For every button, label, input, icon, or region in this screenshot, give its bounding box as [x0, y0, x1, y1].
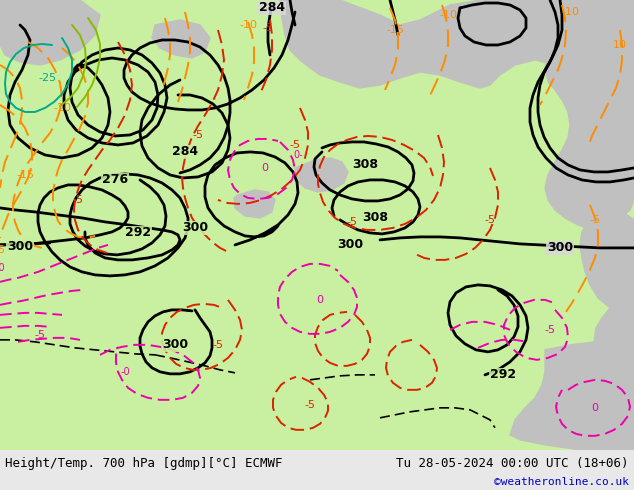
Text: 0: 0: [316, 295, 323, 305]
Text: 300: 300: [162, 339, 188, 351]
Text: -5: -5: [212, 340, 224, 350]
Text: -5: -5: [72, 195, 84, 205]
Polygon shape: [580, 200, 634, 315]
Polygon shape: [0, 0, 100, 65]
Text: 0: 0: [592, 403, 598, 413]
Text: 276: 276: [102, 173, 128, 186]
Text: -5: -5: [590, 215, 600, 225]
Polygon shape: [510, 342, 634, 450]
Text: 300: 300: [182, 221, 208, 234]
Text: 300: 300: [7, 241, 33, 253]
Text: -5: -5: [545, 325, 555, 335]
Text: 308: 308: [352, 158, 378, 172]
Polygon shape: [0, 0, 634, 450]
Text: Tu 28-05-2024 00:00 UTC (18+06): Tu 28-05-2024 00:00 UTC (18+06): [396, 457, 629, 470]
Polygon shape: [152, 20, 210, 58]
Text: 0: 0: [261, 163, 269, 173]
Text: -5: -5: [484, 215, 496, 225]
Text: -5: -5: [34, 330, 46, 340]
Text: 300: 300: [547, 242, 573, 254]
Text: -15: -15: [386, 25, 404, 35]
Text: 292: 292: [125, 226, 151, 240]
Text: -10: -10: [561, 7, 579, 17]
Polygon shape: [234, 190, 275, 218]
Polygon shape: [280, 0, 634, 90]
Text: Height/Temp. 700 hPa [gdmp][°C] ECMWF: Height/Temp. 700 hPa [gdmp][°C] ECMWF: [5, 457, 283, 470]
Text: 284: 284: [259, 1, 285, 15]
Text: 284: 284: [172, 146, 198, 158]
Polygon shape: [482, 0, 560, 38]
Polygon shape: [545, 0, 634, 230]
Text: -0: -0: [120, 367, 130, 377]
Text: -5: -5: [262, 23, 273, 33]
Text: -5: -5: [290, 140, 301, 150]
Text: ©weatheronline.co.uk: ©weatheronline.co.uk: [494, 477, 629, 487]
Polygon shape: [594, 300, 634, 385]
Text: 292: 292: [490, 368, 516, 381]
Text: -0: -0: [0, 263, 5, 273]
Text: -5: -5: [193, 130, 204, 140]
Text: 0-: 0-: [293, 150, 303, 160]
Text: -5: -5: [0, 245, 5, 255]
Text: -25: -25: [39, 73, 57, 83]
Text: -5: -5: [304, 400, 316, 410]
Text: 300: 300: [337, 239, 363, 251]
Text: -15: -15: [16, 170, 34, 180]
Polygon shape: [295, 158, 348, 192]
Text: -10: -10: [239, 20, 257, 30]
Text: -10: -10: [53, 103, 71, 113]
Text: -5: -5: [347, 217, 358, 227]
Text: 308: 308: [362, 211, 388, 224]
Text: 10: 10: [613, 40, 627, 50]
Text: -10: -10: [439, 10, 457, 20]
